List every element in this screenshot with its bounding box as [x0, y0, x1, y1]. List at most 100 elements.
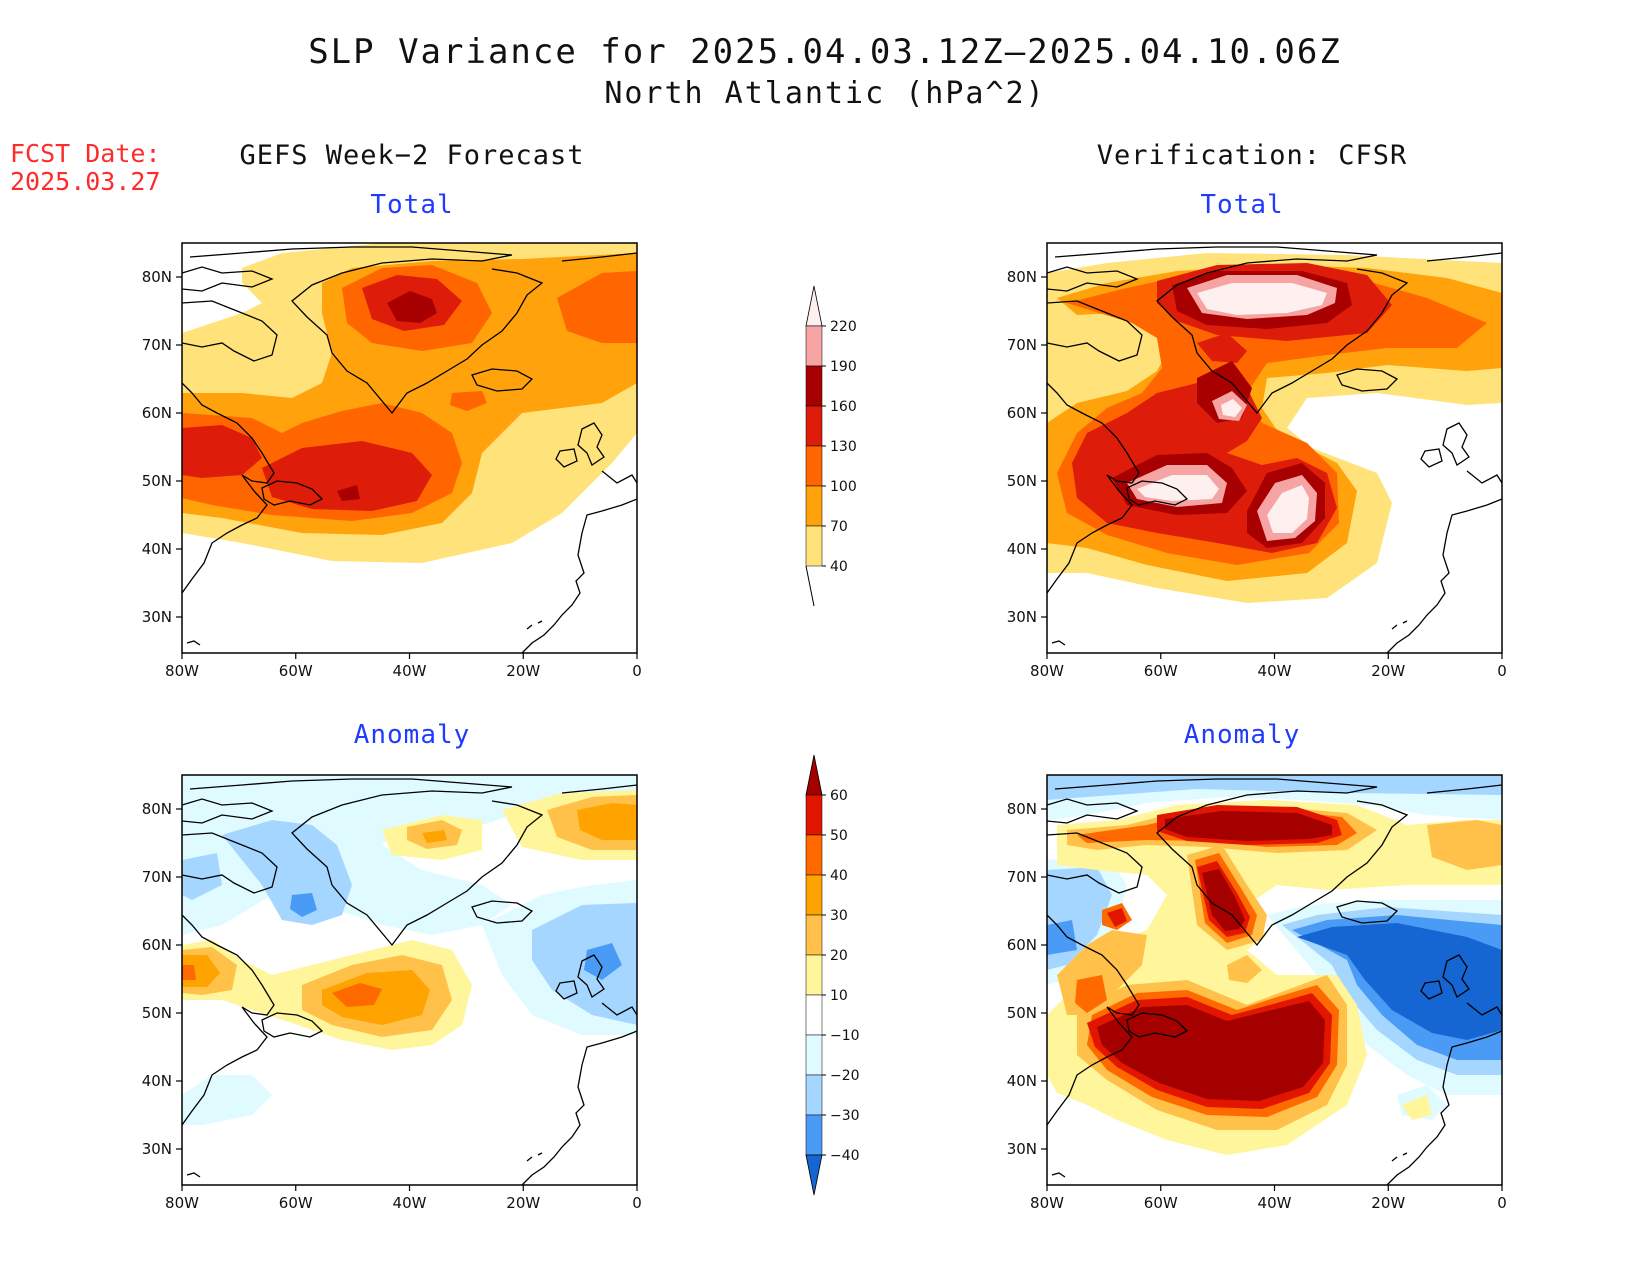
- total-colorbar-level-label: 190: [830, 359, 857, 375]
- lat-tick-label: 80N: [1007, 800, 1037, 818]
- lat-tick-label: 30N: [142, 608, 172, 626]
- anomaly-colorbar-level-label: −40: [830, 1148, 860, 1164]
- anomaly-colorbar-level-label: 20: [830, 948, 848, 964]
- lat-tick-label: 30N: [142, 1140, 172, 1158]
- total-colorbar-level-label: 220: [830, 319, 857, 335]
- lon-tick-label: 60W: [279, 662, 313, 680]
- total-colorbar-segment: [805, 485, 823, 527]
- anomaly-colorbar-level-label: −20: [830, 1068, 860, 1084]
- lon-tick-label: 40W: [393, 662, 427, 680]
- anomaly-colorbar: 60 50 40 30 20 10 −10 −20 −30 −40: [805, 754, 860, 1196]
- lon-tick-label: 0: [1497, 662, 1507, 680]
- anomaly-colorbar-bottom-arrow: [805, 1154, 823, 1196]
- gefs-anomaly-subtitle: Anomaly: [353, 720, 471, 750]
- figure-title-line1: SLP Variance for 2025.04.03.12Z–2025.04.…: [308, 32, 1342, 72]
- lat-tick-label: 70N: [142, 868, 172, 886]
- lat-tick-label: 40N: [1007, 1072, 1037, 1090]
- anomaly-colorbar-segment: [805, 794, 823, 836]
- total-colorbar-level-label: 40: [830, 559, 848, 575]
- lon-tick-label: 20W: [506, 1194, 540, 1212]
- lat-tick-label: 80N: [142, 800, 172, 818]
- colorbar-layer: 220 190 160 130 100 70 40 60 50 40 30 20 10 −10 −20 −30…: [805, 285, 860, 1196]
- lat-tick-label: 30N: [1007, 608, 1037, 626]
- anomaly-colorbar-level-label: 50: [830, 828, 848, 844]
- anomaly-colorbar-level-label: 10: [830, 988, 848, 1004]
- lat-tick-label: 60N: [1007, 404, 1037, 422]
- anomaly-colorbar-level-label: 30: [830, 908, 848, 924]
- total-colorbar-top-arrow: [805, 285, 823, 327]
- anomaly-colorbar-segment: [805, 994, 823, 1036]
- total-colorbar-segment: [805, 525, 823, 567]
- total-colorbar-segment: [805, 325, 823, 367]
- left-column-title: GEFS Week−2 Forecast: [239, 140, 585, 171]
- lon-tick-label: 60W: [279, 1194, 313, 1212]
- lat-tick-label: 80N: [1007, 268, 1037, 286]
- lat-tick-label: 60N: [142, 936, 172, 954]
- anomaly-colorbar-segment: [805, 954, 823, 996]
- lon-tick-label: 20W: [1371, 1194, 1405, 1212]
- lon-tick-label: 0: [632, 1194, 642, 1212]
- anomaly-colorbar-segment: [805, 874, 823, 916]
- lon-tick-label: 60W: [1144, 1194, 1178, 1212]
- lat-tick-label: 70N: [1007, 336, 1037, 354]
- lat-tick-label: 50N: [142, 1004, 172, 1022]
- lon-tick-label: 0: [632, 662, 642, 680]
- lat-tick-label: 70N: [142, 336, 172, 354]
- lat-tick-label: 60N: [142, 404, 172, 422]
- lon-tick-label: 40W: [393, 1194, 427, 1212]
- total-colorbar-level-label: 160: [830, 399, 857, 415]
- lon-tick-label: 80W: [1030, 662, 1064, 680]
- fcst-date-value: 2025.03.27: [10, 167, 161, 196]
- anomaly-colorbar-level-label: −10: [830, 1028, 860, 1044]
- lat-tick-label: 40N: [142, 540, 172, 558]
- anomaly-colorbar-segment: [805, 1034, 823, 1076]
- anomaly-colorbar-segment: [805, 834, 823, 876]
- total-colorbar: 220 190 160 130 100 70 40: [805, 285, 857, 607]
- lat-tick-label: 30N: [1007, 1140, 1037, 1158]
- gefs-total-subtitle: Total: [370, 190, 454, 220]
- lat-tick-label: 50N: [1007, 1004, 1037, 1022]
- total-colorbar-level-label: 70: [830, 519, 848, 535]
- fcst-date-caption: FCST Date:: [10, 139, 161, 168]
- total-colorbar-segment: [805, 445, 823, 487]
- lon-tick-label: 0: [1497, 1194, 1507, 1212]
- lat-tick-label: 70N: [1007, 868, 1037, 886]
- lon-tick-label: 40W: [1258, 1194, 1292, 1212]
- lat-tick-label: 50N: [1007, 472, 1037, 490]
- panel-cfsr-anomaly: [1046, 774, 1503, 1186]
- anomaly-colorbar-level-label: 60: [830, 788, 848, 804]
- total-colorbar-segment: [805, 365, 823, 407]
- axes-layer: 80W 60W 40W 20W 0 80N 70N 60N 50N 40N 30N 80W 60W 40W…: [142, 268, 1507, 1212]
- gefs-anomaly-shading: [182, 775, 637, 1125]
- lat-tick-label: 60N: [1007, 936, 1037, 954]
- right-column-title: Verification: CFSR: [1096, 140, 1408, 171]
- cfsr-anomaly-subtitle: Anomaly: [1183, 720, 1301, 750]
- forecast-date-label: FCST Date: 2025.03.27: [10, 140, 161, 196]
- total-colorbar-level-label: 130: [830, 439, 857, 455]
- lat-tick-label: 50N: [142, 472, 172, 490]
- lat-tick-label: 40N: [142, 1072, 172, 1090]
- anomaly-colorbar-level-label: −30: [830, 1108, 860, 1124]
- lon-tick-label: 20W: [506, 662, 540, 680]
- anomaly-colorbar-level-label: 40: [830, 868, 848, 884]
- figure-title-line2: North Atlantic (hPa^2): [604, 76, 1046, 111]
- cfsr-total-subtitle: Total: [1200, 190, 1284, 220]
- gefs-total-shading: [182, 243, 637, 563]
- panel-gefs-total: [181, 242, 638, 654]
- lon-tick-label: 40W: [1258, 662, 1292, 680]
- lon-tick-label: 80W: [1030, 1194, 1064, 1212]
- lon-tick-label: 20W: [1371, 662, 1405, 680]
- anomaly-colorbar-segment: [805, 1114, 823, 1156]
- lat-tick-label: 40N: [1007, 540, 1037, 558]
- total-colorbar-level-label: 100: [830, 479, 857, 495]
- lon-tick-label: 80W: [165, 1194, 199, 1212]
- panel-cfsr-total: [1046, 242, 1503, 654]
- panel-gefs-anomaly: [181, 774, 638, 1186]
- lon-tick-label: 80W: [165, 662, 199, 680]
- anomaly-colorbar-segment: [805, 914, 823, 956]
- anomaly-colorbar-segment: [805, 1074, 823, 1116]
- lon-tick-label: 60W: [1144, 662, 1178, 680]
- anomaly-colorbar-top-arrow: [805, 754, 823, 796]
- total-colorbar-segment: [805, 405, 823, 447]
